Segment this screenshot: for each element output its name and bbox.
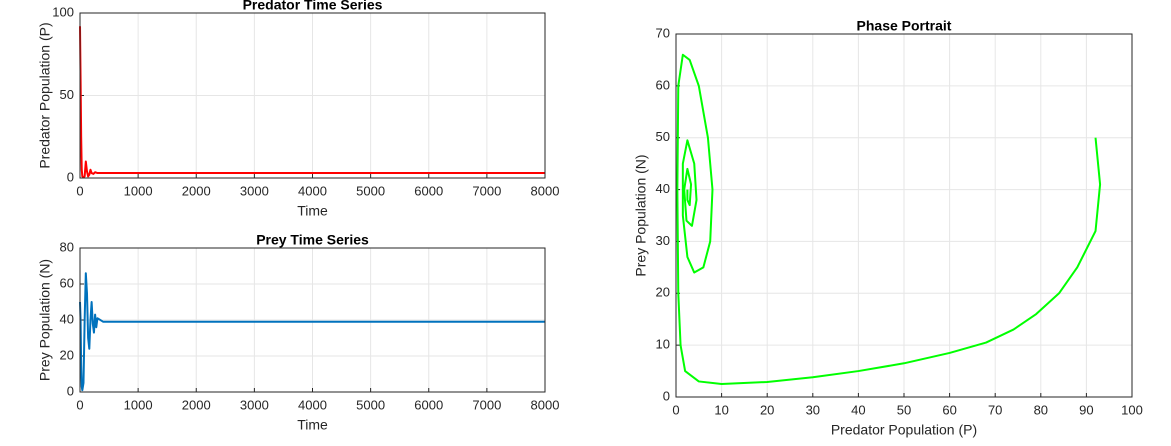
x-tick-label: 1000 [124,183,153,198]
chart-title: Predator Time Series [243,0,383,13]
y-axis-label: Prey Population (N) [37,259,53,381]
axes-box [79,12,546,179]
y-tick-label: 70 [656,25,670,40]
x-tick-label: 90 [1079,402,1093,417]
x-tick-label: 60 [942,402,956,417]
y-tick-label: 50 [656,129,670,144]
y-tick-label: 0 [67,169,74,184]
x-tick-label: 1000 [124,397,153,412]
y-tick-label: 10 [656,337,670,352]
x-tick-label: 6000 [414,183,443,198]
x-tick-label: 10 [714,402,728,417]
x-axis-label: Predator Population (P) [831,422,977,438]
y-tick-label: 50 [60,87,74,102]
y-axis-label: Prey Population (N) [633,154,649,276]
axes-box [675,33,1133,398]
data-line [79,272,545,392]
x-tick-label: 3000 [240,397,269,412]
chart-title: Prey Time Series [256,232,369,248]
x-tick-label: 20 [760,402,774,417]
x-tick-label: 70 [988,402,1002,417]
y-tick-label: 20 [656,285,670,300]
x-tick-label: 4000 [298,183,327,198]
x-tick-label: 5000 [356,397,385,412]
x-axis-label: Time [297,417,328,433]
x-tick-label: 2000 [182,183,211,198]
chart-title: Phase Portrait [857,18,952,34]
x-tick-label: 4000 [298,397,327,412]
x-tick-label: 100 [1121,402,1143,417]
x-tick-label: 30 [806,402,820,417]
x-tick-label: 8000 [531,183,560,198]
y-tick-label: 100 [52,4,74,19]
x-tick-label: 80 [1034,402,1048,417]
y-axis-label: Predator Population (P) [37,22,53,168]
data-line [79,26,545,179]
data-line [676,53,1102,386]
x-tick-label: 2000 [182,397,211,412]
axes-box [79,247,546,393]
y-tick-label: 60 [656,77,670,92]
x-tick-label: 0 [76,183,83,198]
y-tick-label: 60 [60,275,74,290]
y-tick-label: 20 [60,347,74,362]
y-tick-label: 40 [60,311,74,326]
x-tick-label: 7000 [472,397,501,412]
x-tick-label: 0 [672,402,679,417]
x-tick-label: 5000 [356,183,385,198]
x-tick-label: 7000 [472,183,501,198]
x-tick-label: 3000 [240,183,269,198]
y-tick-label: 40 [656,181,670,196]
x-tick-label: 6000 [414,397,443,412]
y-tick-label: 0 [67,383,74,398]
y-tick-label: 80 [60,239,74,254]
x-tick-label: 8000 [531,397,560,412]
y-tick-label: 30 [656,233,670,248]
x-axis-label: Time [297,203,328,219]
x-tick-label: 40 [851,402,865,417]
x-tick-label: 50 [897,402,911,417]
y-tick-label: 0 [663,388,670,403]
x-tick-label: 0 [76,397,83,412]
